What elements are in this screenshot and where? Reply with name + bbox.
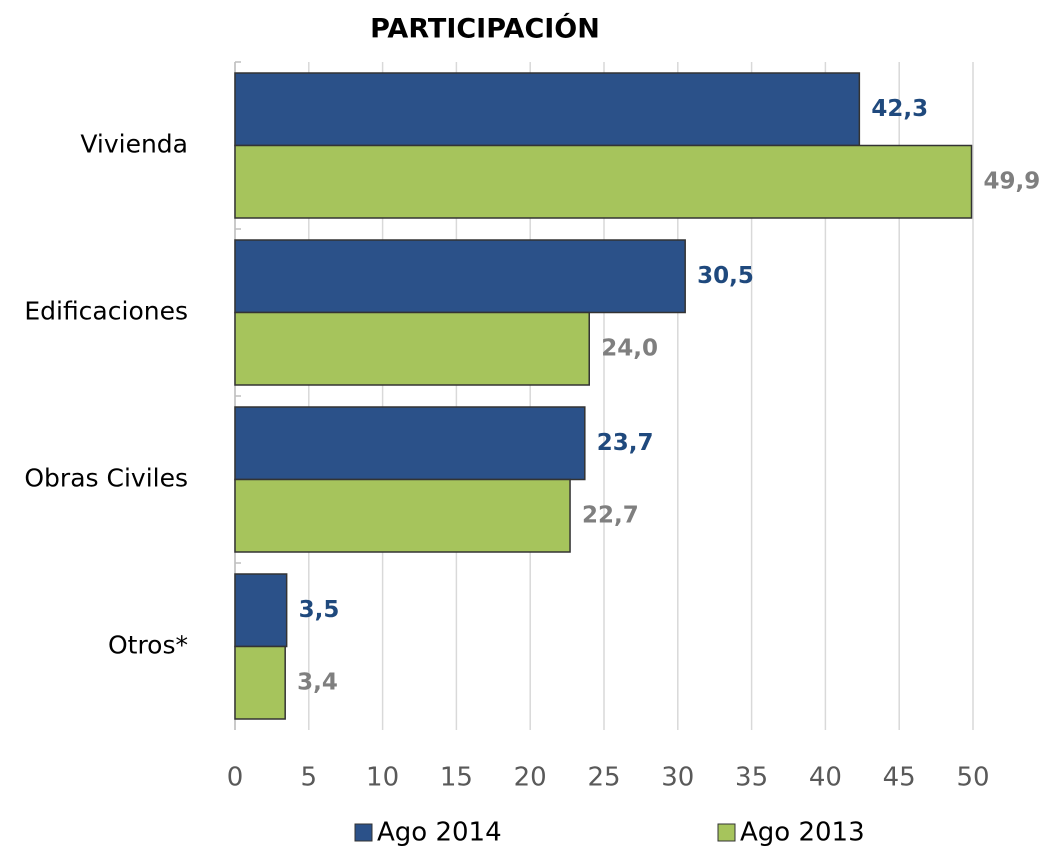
data-label: 23,7: [597, 430, 654, 456]
x-tick-label: 30: [661, 763, 694, 793]
x-tick-label: 45: [883, 763, 916, 793]
bar: [234, 239, 686, 314]
x-tick-label: 15: [440, 763, 473, 793]
legend-swatch: [717, 823, 736, 842]
bar: [234, 478, 571, 553]
x-tick-label: 35: [735, 763, 768, 793]
data-label: 42,3: [871, 96, 928, 122]
chart-title: PARTICIPACIÓN: [370, 13, 600, 45]
y-tick-label: Vivienda: [80, 130, 188, 159]
y-tick-label: Obras Civiles: [24, 464, 188, 493]
data-label: 3,4: [297, 669, 338, 695]
x-tick-label: 5: [301, 763, 318, 793]
data-label: 30,5: [697, 263, 754, 289]
x-tick-label: 25: [587, 763, 620, 793]
bar: [234, 144, 973, 219]
x-tick-label: 0: [227, 763, 244, 793]
x-tick-label: 50: [956, 763, 989, 793]
data-label: 22,7: [582, 502, 639, 528]
data-label: 24,0: [601, 335, 658, 361]
y-tick-label: Edificaciones: [24, 297, 188, 326]
x-tick-label: 20: [514, 763, 547, 793]
x-tick-label: 40: [809, 763, 842, 793]
data-label: 49,9: [984, 168, 1041, 194]
bar: [234, 573, 288, 648]
legend-label: Ago 2014: [377, 818, 502, 848]
bar: [234, 645, 286, 720]
x-tick-label: 10: [366, 763, 399, 793]
data-label: 3,5: [299, 597, 340, 623]
y-tick-label: Otros*: [108, 631, 188, 660]
legend-label: Ago 2013: [740, 818, 865, 848]
legend-swatch: [354, 823, 373, 842]
bar: [234, 311, 590, 386]
bar: [234, 72, 861, 147]
bar: [234, 406, 586, 481]
